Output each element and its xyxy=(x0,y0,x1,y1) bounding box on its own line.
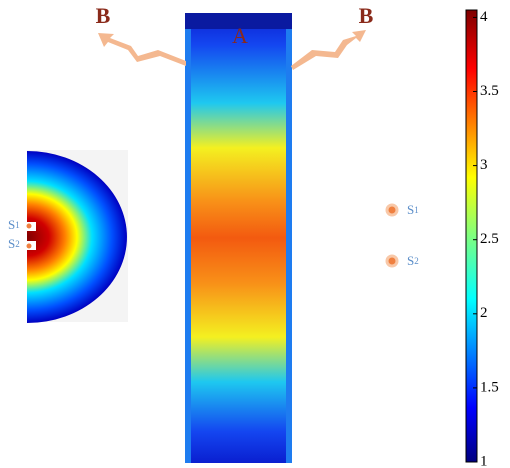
column-top xyxy=(185,13,292,29)
colorbar-tick-label: 1.5 xyxy=(480,379,499,395)
colorbar-tick-label: 2.5 xyxy=(480,231,499,247)
label-b: B xyxy=(359,3,374,28)
colorbar-tick-label: 1 xyxy=(480,453,488,468)
colorbar-tick-label: 2 xyxy=(480,305,488,321)
probe-slot xyxy=(27,222,36,231)
label-a: A xyxy=(232,23,248,48)
probe-dot xyxy=(26,223,32,229)
column-field xyxy=(191,13,286,463)
probe-dot xyxy=(26,243,32,249)
probe-legend-label: S1 xyxy=(407,202,419,217)
colorbar-tick-label: 4 xyxy=(480,9,488,25)
probe-slot xyxy=(27,241,36,250)
arrow-left xyxy=(98,33,186,66)
arrow-right xyxy=(291,30,366,70)
probe-label: S2 xyxy=(8,236,20,251)
half-disk xyxy=(27,151,127,323)
colorbar-tick-label: 3 xyxy=(480,157,488,173)
probe-marker xyxy=(385,203,399,217)
label-b: B xyxy=(96,3,111,28)
colorbar xyxy=(465,9,478,463)
colorbar-tick-label: 3.5 xyxy=(480,83,499,99)
probe-marker xyxy=(385,254,399,268)
probe-legend-label: S2 xyxy=(407,253,419,268)
probe-label: S1 xyxy=(8,217,20,232)
